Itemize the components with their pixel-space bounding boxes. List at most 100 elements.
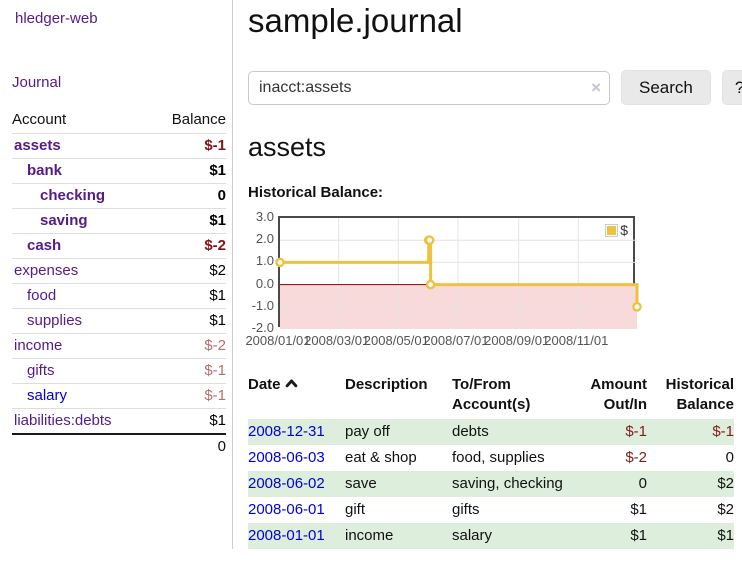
sidebar: hledger-web Journal Account Balance asse… (0, 0, 233, 549)
journal-link[interactable]: Journal (12, 74, 62, 91)
accounts-total-row: 0 (12, 433, 226, 459)
register-accounts-cell: gifts (452, 501, 480, 518)
app-title: hledger-web (15, 10, 226, 27)
register-balance-cell: $-1 (647, 419, 734, 445)
legend-swatch-icon (605, 223, 619, 237)
register-row-2008-06-03: 2008-06-03 eat & shop food, supplies $-2 0 (248, 445, 734, 471)
account-link-food[interactable]: food (27, 287, 57, 304)
register-row-2008-01-01: 2008-01-01 income salary $1 $1 (248, 523, 734, 549)
account-balance: $-1 (204, 387, 226, 404)
account-link-bank[interactable]: bank (27, 162, 63, 179)
account-name-cell: food (12, 284, 151, 309)
search-button[interactable]: Search (621, 70, 711, 105)
transaction-date-link[interactable]: 2008-06-03 (248, 449, 325, 466)
transaction-date-link[interactable]: 2008-06-02 (248, 475, 325, 492)
sort-ascending-icon (285, 379, 297, 388)
transaction-date-link[interactable]: 2008-12-31 (248, 423, 325, 440)
main-content: sample.journal × Search ? assets Histori… (233, 0, 742, 549)
account-name-cell: checking (12, 184, 151, 209)
hledger-web-app: hledger-web Journal Account Balance asse… (0, 0, 742, 549)
account-balance: $1 (209, 412, 226, 429)
register-amount-cell: $-2 (625, 449, 647, 466)
account-link-supplies[interactable]: supplies (27, 312, 83, 329)
register-balance-cell: $2 (717, 501, 734, 518)
search-input[interactable] (248, 70, 610, 105)
account-row-cash: cash $-2 (12, 233, 226, 259)
account-link-cash[interactable]: cash (27, 237, 62, 254)
account-balance: $-2 (204, 337, 226, 354)
y-tick-label: 1.0 (255, 253, 274, 269)
search-field-wrap: × (248, 70, 610, 105)
chart-plot-area: $ (275, 216, 642, 329)
account-row-food: food $1 (12, 283, 226, 309)
column-header-date[interactable]: Date (248, 373, 345, 419)
account-name-cell: bank (12, 159, 151, 184)
account-link-assets[interactable]: assets (14, 137, 61, 154)
column-header-balance: Historical Balance (665, 376, 734, 413)
column-header-accounts: To/From Account(s) (452, 376, 531, 413)
account-name-cell: saving (12, 209, 151, 234)
account-row-saving: saving $1 (12, 208, 226, 234)
account-column-header: Account (12, 111, 67, 128)
column-header-description: Description (345, 376, 428, 393)
account-name-cell: cash (12, 234, 151, 259)
register-balance-cell: 0 (725, 449, 734, 466)
account-balance: 0 (217, 187, 226, 204)
register-amount-cell: $1 (630, 501, 647, 518)
register-row-2008-12-31: 2008-12-31 pay off debts $-1 $-1 (248, 419, 734, 445)
chart-canvas (275, 218, 642, 329)
register-accounts-cell: debts (452, 419, 571, 445)
account-row-assets: assets $-1 (12, 133, 226, 159)
account-balance: $2 (209, 262, 226, 279)
x-tick-label: 2008/09/01 (484, 333, 550, 348)
help-button[interactable]: ? (721, 70, 742, 105)
register-description-cell: pay off (345, 419, 452, 445)
register-date-cell: 2008-06-03 (248, 445, 345, 471)
app-title-link[interactable]: hledger-web (15, 10, 98, 27)
chart-title: Historical Balance: (248, 184, 384, 201)
x-tick-label: 2008/07/01 (423, 333, 489, 348)
register-date-cell: 2008-01-01 (248, 523, 345, 549)
register-amount-cell: 0 (571, 471, 647, 497)
account-link-saving[interactable]: saving (40, 212, 88, 229)
account-name-cell: assets (12, 134, 151, 159)
accounts-total-spacer (12, 433, 151, 459)
account-name-cell: supplies (12, 309, 151, 334)
account-link-checking[interactable]: checking (40, 187, 106, 204)
balance-column-header: Balance (171, 111, 226, 128)
x-tick-label: 2008/01/01 (245, 333, 311, 348)
account-balance: $-2 (204, 237, 226, 254)
x-tick-label: 2008/05/01 (363, 333, 429, 348)
account-link-expenses[interactable]: expenses (14, 262, 79, 279)
account-row-salary: salary $-1 (12, 383, 226, 409)
register-accounts-cell: saving, checking (452, 471, 571, 497)
x-tick-label: 2008/11/01 (544, 333, 609, 348)
register-accounts-cell: food, supplies (452, 449, 545, 466)
y-tick-label: -2.0 (251, 320, 274, 335)
historical-balance-chart: 3.0 2.0 1.0 0.0 -1.0 -2.0 $ 2008/01/01 2008/03… (245, 209, 648, 348)
account-link-salary[interactable]: salary (27, 387, 68, 404)
account-link-liabilities-debts[interactable]: liabilities:debts (14, 412, 112, 429)
account-row-bank: bank $1 (12, 158, 226, 184)
account-name-cell: salary (12, 384, 151, 409)
account-link-gifts[interactable]: gifts (27, 362, 55, 379)
account-row-income: income $-2 (12, 333, 226, 359)
page-title: sample.journal (248, 2, 463, 39)
register-description-cell: save (345, 471, 452, 497)
register-amount-cell: $-1 (571, 419, 647, 445)
register-balance-cell: $1 (647, 523, 734, 549)
register-header-row: Date Description To/From Account(s) Amou… (248, 373, 734, 419)
account-link-income[interactable]: income (14, 337, 63, 354)
register-description-cell: gift (345, 501, 366, 518)
account-row-checking: checking 0 (12, 183, 226, 209)
register-table: Date Description To/From Account(s) Amou… (248, 373, 734, 549)
transaction-date-link[interactable]: 2008-06-01 (248, 501, 325, 518)
register-description-cell: eat & shop (345, 449, 417, 466)
search-bar: × Search ? (248, 70, 742, 105)
account-row-expenses: expenses $2 (12, 258, 226, 284)
clear-search-icon[interactable]: × (591, 77, 601, 97)
transaction-date-link[interactable]: 2008-01-01 (248, 527, 325, 544)
register-description-cell: income (345, 523, 452, 549)
column-header-amount: Amount Out/In (590, 376, 647, 413)
register-row-2008-06-01: 2008-06-01 gift gifts $1 $2 (248, 497, 734, 523)
